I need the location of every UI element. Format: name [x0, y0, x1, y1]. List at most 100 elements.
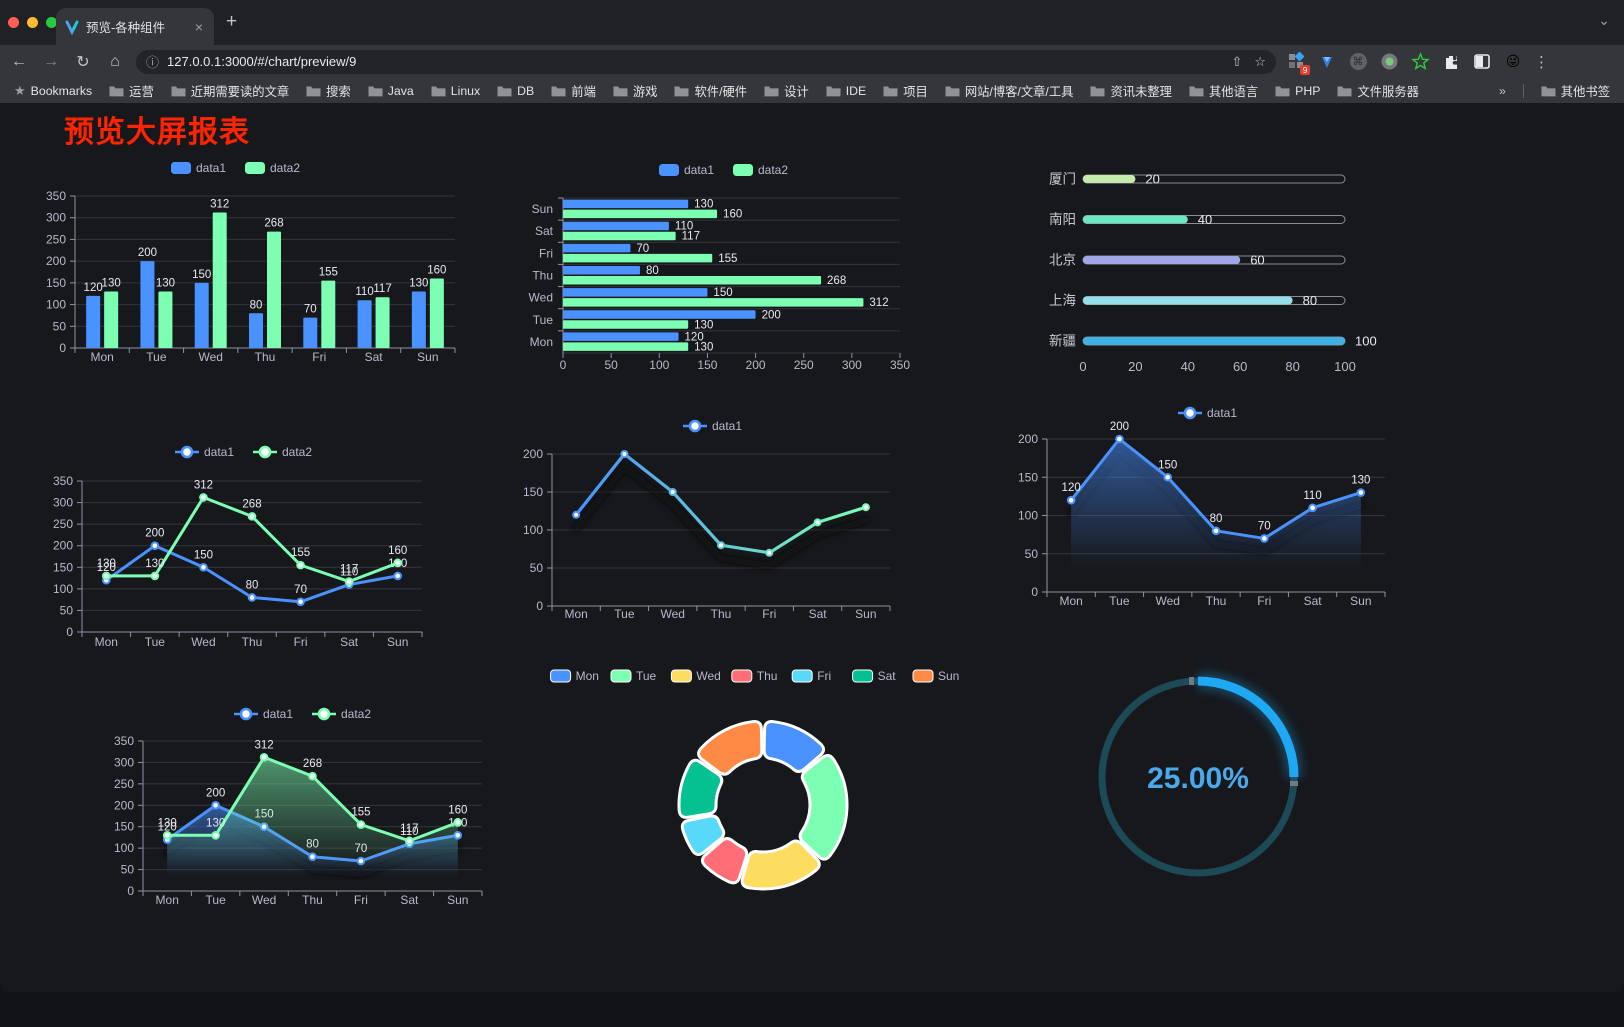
svg-text:60: 60 [1233, 359, 1247, 374]
close-window-button[interactable] [8, 17, 19, 28]
bookmark-folder-item[interactable]: 软件/硬件 [674, 82, 747, 100]
bookmark-folder-item[interactable]: 搜索 [306, 82, 351, 100]
side-panel-icon[interactable] [1472, 52, 1492, 72]
chart-grouped-bar[interactable]: data1 data2 0 50 100 150 200 250 300 350 Mon Tue Wed… [38, 150, 463, 365]
svg-text:Wed: Wed [252, 893, 276, 907]
bookmark-folder-item[interactable]: Java [368, 82, 414, 100]
bookmark-folder-item[interactable]: 前端 [551, 82, 596, 100]
emoji-extension-icon[interactable]: 😜 [1505, 53, 1521, 69]
svg-text:80: 80 [1285, 359, 1299, 374]
share-icon[interactable]: ⇧ [1231, 53, 1243, 69]
svg-text:120: 120 [1062, 482, 1081, 494]
extension-command-icon[interactable]: ⌘ [1348, 52, 1368, 72]
svg-text:155: 155 [319, 267, 338, 279]
svg-text:Sun: Sun [387, 635, 408, 649]
svg-text:Tue: Tue [1109, 594, 1130, 608]
reload-button[interactable]: ↻ [76, 53, 90, 71]
extension-gem-icon[interactable] [1317, 52, 1337, 72]
address-bar[interactable]: ⓘ 127.0.0.1:3000/#/chart/preview/9 ⇧ ☆ [136, 49, 1276, 74]
browser-tab[interactable]: 预览-各种组件 × [56, 8, 214, 45]
extension-grid-icon[interactable]: 9 [1286, 51, 1310, 75]
svg-text:data1: data1 [1207, 406, 1237, 420]
svg-text:Thu: Thu [711, 607, 732, 621]
zoom-window-button[interactable] [46, 17, 57, 28]
svg-text:250: 250 [114, 777, 134, 791]
bookmark-star-icon[interactable]: ☆ [1254, 53, 1266, 69]
chart-horizontal-bar[interactable]: data1 data2 0 50 100 150 200 250 300 350 Sun 130 160… [500, 150, 911, 372]
other-bookmarks-item[interactable]: 其他书签 [1541, 82, 1610, 100]
svg-text:Wed: Wed [191, 635, 215, 649]
bookmark-folder-item[interactable]: 项目 [883, 82, 928, 100]
bookmark-folder-item[interactable]: 其他语言 [1189, 82, 1258, 100]
chart-donut-week[interactable]: Mon Tue Wed Thu Fri Sat Sun [550, 660, 965, 900]
new-tab-button[interactable]: + [226, 11, 238, 32]
bookmark-folder-item[interactable]: 近期需要读的文章 [171, 82, 289, 100]
svg-text:100: 100 [53, 582, 73, 596]
url-text[interactable]: 127.0.0.1:3000/#/chart/preview/9 [167, 54, 357, 69]
svg-text:南阳: 南阳 [1049, 212, 1076, 227]
chart-gradient-line[interactable]: data1 0 50 100 150 200 Mon Tue Wed Thu Fri Sat Sun [505, 415, 900, 625]
bookmark-folder-item[interactable]: 设计 [764, 82, 809, 100]
svg-text:130: 130 [206, 817, 225, 829]
extension-record-icon[interactable] [1379, 52, 1399, 72]
svg-text:20: 20 [1128, 359, 1142, 374]
tab-search-chevron-icon[interactable]: ⌄ [1598, 12, 1610, 28]
bookmark-folder-item[interactable]: IDE [826, 82, 866, 100]
svg-text:Thu: Thu [302, 893, 323, 907]
svg-text:300: 300 [46, 211, 66, 225]
minimize-window-button[interactable] [27, 17, 38, 28]
svg-text:100: 100 [46, 298, 66, 312]
bookmark-folder-item[interactable]: 资讯未整理 [1090, 82, 1172, 100]
svg-text:Thu: Thu [1206, 594, 1227, 608]
extensions-puzzle-icon[interactable] [1441, 52, 1461, 72]
folder-icon [613, 86, 628, 96]
forward-button[interactable]: → [43, 52, 59, 70]
svg-text:Tue: Tue [533, 313, 554, 327]
extension-star-icon[interactable] [1410, 52, 1430, 72]
bookmark-folder-item[interactable]: 网站/博客/文章/工具 [945, 82, 1073, 100]
bookmarks-overflow-chevron[interactable]: » [1498, 83, 1506, 98]
svg-text:Tue: Tue [636, 669, 657, 683]
site-info-icon[interactable]: ⓘ [146, 55, 160, 70]
bookmark-folder-item[interactable]: PHP [1275, 82, 1320, 100]
svg-text:data1: data1 [684, 163, 714, 177]
chart-gauge-percent[interactable]: 25.00% [1088, 667, 1310, 889]
svg-text:25.00%: 25.00% [1147, 762, 1249, 795]
svg-text:150: 150 [713, 287, 732, 299]
chart-city-progress[interactable]: 厦门 20 南阳 40 北京 60 上海 80 新疆 100 0 20 40 60 80 100 [1000, 155, 1380, 380]
star-icon: ★ [14, 82, 26, 98]
tab-close-icon[interactable]: × [194, 18, 203, 35]
browser-menu-icon[interactable]: ⋮ [1534, 53, 1549, 71]
svg-text:150: 150 [114, 820, 134, 834]
bookmarks-divider [1522, 83, 1524, 98]
svg-text:Fri: Fri [539, 246, 553, 260]
chart-area-two-series[interactable]: data1 data2 0 50 100 150 200 250 300 350 Mon Tue Wed… [100, 700, 495, 915]
bookmark-folder-item[interactable]: 文件服务器 [1337, 82, 1419, 100]
svg-text:100: 100 [649, 358, 669, 372]
chart-area-single[interactable]: data1 0 50 100 150 200 Mon Tue Wed Thu Fri Sat Sun 12… [1000, 400, 1390, 610]
tab-strip: 预览-各种组件 × + ⌄ [0, 0, 1624, 45]
svg-text:150: 150 [46, 276, 66, 290]
home-button[interactable]: ⌂ [110, 52, 120, 70]
svg-text:Thu: Thu [255, 350, 276, 364]
bookmark-folder-item[interactable]: Linux [431, 82, 480, 100]
back-button[interactable]: ← [11, 52, 27, 70]
svg-text:50: 50 [604, 358, 618, 372]
svg-text:上海: 上海 [1049, 293, 1076, 308]
svg-text:data2: data2 [341, 707, 371, 721]
svg-text:160: 160 [388, 545, 407, 557]
svg-text:50: 50 [121, 863, 135, 877]
bookmarks-manager-item[interactable]: ★ Bookmarks [14, 83, 92, 99]
svg-text:312: 312 [869, 297, 888, 309]
bookmark-folder-item[interactable]: DB [497, 82, 534, 100]
chart-line-two-series[interactable]: data1 data2 0 50 100 150 200 250 300 350 Mon Tue Wed… [40, 440, 430, 655]
folder-icon [1337, 86, 1352, 96]
folder-icon [1090, 86, 1105, 96]
svg-text:350: 350 [114, 734, 134, 748]
svg-text:data1: data1 [263, 707, 293, 721]
svg-text:Mon: Mon [90, 350, 113, 364]
svg-text:80: 80 [646, 265, 659, 277]
bookmark-folder-item[interactable]: 运营 [109, 82, 154, 100]
svg-text:data1: data1 [712, 419, 742, 433]
bookmark-folder-item[interactable]: 游戏 [613, 82, 657, 100]
